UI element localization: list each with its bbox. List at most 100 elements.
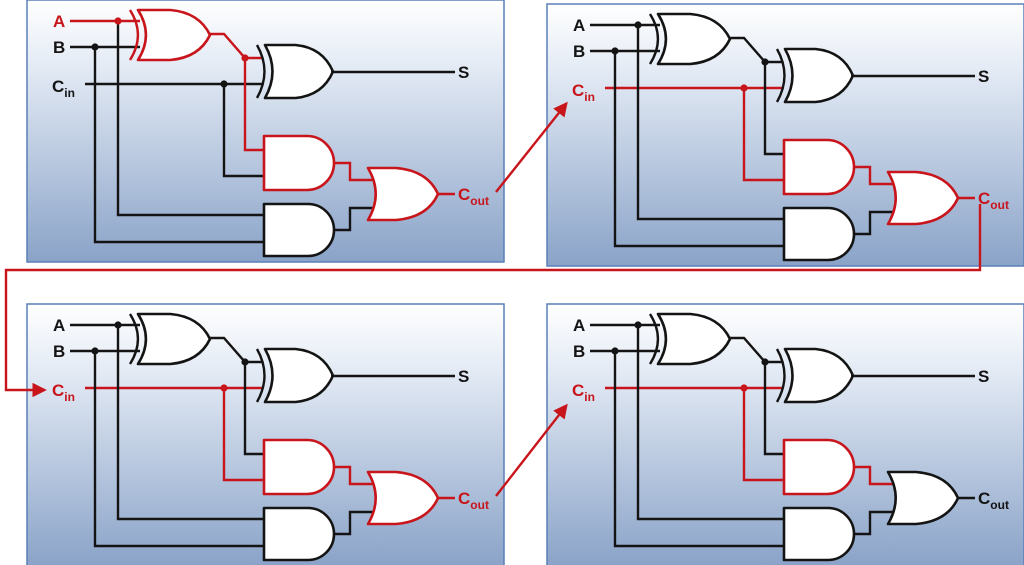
wire-cin-to-and1	[742, 388, 784, 482]
label-a-main: A	[573, 316, 585, 335]
label-cin-subscript: in	[584, 90, 595, 104]
xor-gate-1	[656, 312, 732, 366]
wire-xor1-out	[209, 32, 262, 60]
label-b-main: B	[573, 342, 585, 361]
xor-gate-2	[263, 43, 335, 100]
label-cin: Cin	[52, 381, 75, 404]
label-a-main: A	[573, 16, 585, 35]
label-cout: Cout	[978, 489, 1009, 512]
wire-b-to-and2	[613, 351, 785, 548]
label-cout-subscript: out	[990, 498, 1009, 512]
wire-a-to-and2	[636, 25, 785, 221]
junction-b	[91, 347, 99, 355]
wire-a-to-and2	[116, 325, 265, 521]
label-cin-main: C	[572, 81, 584, 100]
label-a-main: A	[53, 12, 65, 31]
xor-gate-1-input-curve	[128, 313, 140, 365]
wire-and2-to-or	[334, 510, 374, 536]
label-b: B	[53, 38, 65, 57]
label-a: A	[573, 16, 585, 35]
or-gate-carry	[886, 470, 960, 526]
label-cout-subscript: out	[990, 198, 1009, 212]
label-cout-subscript: out	[470, 194, 489, 208]
wire-xor1-out	[729, 36, 782, 64]
label-s: S	[978, 67, 989, 86]
label-b: B	[573, 342, 585, 361]
xor-gate-2-input-curve	[255, 44, 266, 99]
carry-link-adder-1-to-adder-2	[495, 101, 568, 193]
wire-and2-to-or	[854, 210, 894, 236]
xor-gate-2	[263, 347, 335, 404]
label-s-main: S	[978, 367, 989, 386]
label-cin: Cin	[572, 381, 595, 404]
junction-cin	[220, 384, 228, 392]
label-s: S	[978, 367, 989, 386]
junction-a	[114, 321, 122, 329]
label-cin: Cin	[572, 81, 595, 104]
junction-cin	[220, 80, 228, 88]
wire-xor1-to-and1	[763, 362, 784, 456]
xor-gate-1-input-curve	[648, 13, 660, 65]
label-a: A	[53, 12, 65, 31]
label-cin: Cin	[52, 77, 75, 100]
xor-gate-1-input-curve	[648, 313, 660, 365]
junction-xor1	[761, 58, 769, 66]
label-b-main: B	[53, 342, 65, 361]
junction-cin	[740, 384, 748, 392]
wire-xor1-to-and1	[243, 58, 264, 152]
and-gate-carry-1	[782, 438, 856, 496]
and-gate-carry-1	[262, 438, 336, 496]
panel-adder-2: AB Cin S Cout	[546, 3, 1024, 267]
xor-gate-1	[136, 8, 212, 62]
xor-gate-1-input-curve	[128, 9, 140, 61]
label-cout: Cout	[458, 185, 489, 208]
label-s: S	[458, 63, 469, 82]
wire-and2-to-or	[334, 206, 374, 232]
xor-gate-2	[783, 347, 855, 404]
panel-adder-1: AB Cin S Cout	[26, 0, 505, 263]
wire-xor1-to-and1	[763, 62, 784, 156]
label-cin-subscript: in	[64, 390, 75, 404]
or-gate-carry	[366, 470, 440, 526]
label-s-main: S	[458, 367, 469, 386]
wire-cin-to-and1	[742, 88, 784, 182]
label-cout-main: C	[978, 189, 990, 208]
junction-xor1	[761, 358, 769, 366]
and-gate-carry-1	[782, 138, 856, 196]
label-cin-main: C	[572, 381, 584, 400]
xor-gate-2-input-curve	[775, 348, 786, 403]
wire-b-to-and2	[613, 51, 785, 248]
label-b: B	[573, 42, 585, 61]
wire-xor1-out	[209, 336, 262, 364]
wire-cin-to-and1	[222, 84, 264, 178]
and-gate-carry-2	[782, 206, 856, 262]
wire-and1-to-or	[334, 161, 374, 182]
carry-link-adder-3-to-adder-4	[495, 403, 568, 497]
carry-links-layer	[4, 101, 982, 497]
junction-a	[634, 321, 642, 329]
junction-xor1	[241, 54, 249, 62]
wire-and2-to-or	[854, 510, 894, 536]
junction-b	[611, 47, 619, 55]
xor-gate-2-input-curve	[775, 48, 786, 103]
label-a-main: A	[53, 316, 65, 335]
junction-b	[91, 43, 99, 51]
junction-a	[114, 17, 122, 25]
label-cout: Cout	[978, 189, 1009, 212]
xor-gate-2	[783, 47, 855, 104]
label-cin-main: C	[52, 77, 64, 96]
wire-cin-to-and1	[222, 388, 264, 482]
or-gate-carry	[366, 166, 440, 222]
and-gate-carry-2	[262, 506, 336, 562]
wire-xor1-out	[729, 336, 782, 364]
label-b-main: B	[573, 42, 585, 61]
wire-a-to-and2	[116, 21, 265, 217]
label-cin-subscript: in	[64, 86, 75, 100]
label-b-main: B	[53, 38, 65, 57]
label-cout-main: C	[458, 185, 470, 204]
label-s-main: S	[978, 67, 989, 86]
label-cout: Cout	[458, 489, 489, 512]
label-cout-subscript: out	[470, 498, 489, 512]
